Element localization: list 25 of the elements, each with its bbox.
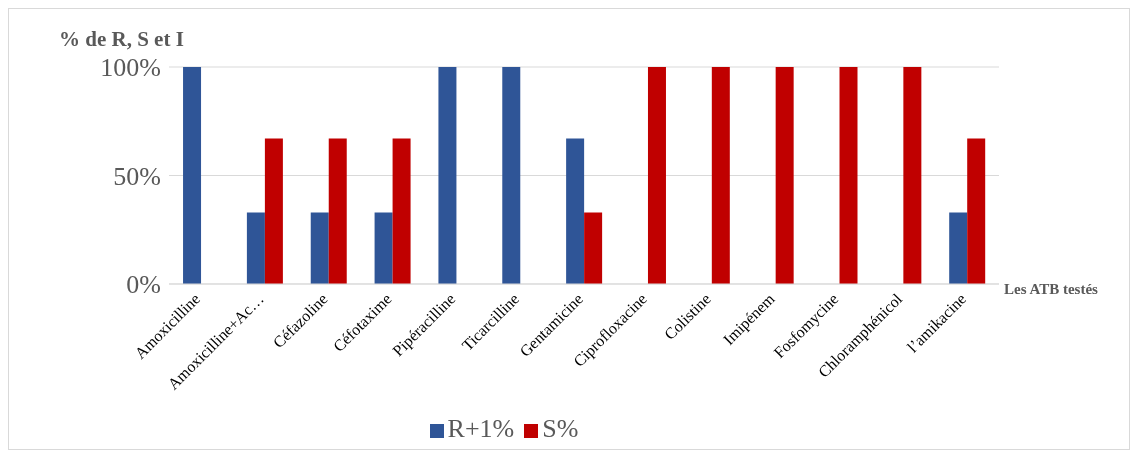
bar [775, 67, 794, 284]
bar [647, 67, 666, 284]
bar [392, 138, 411, 284]
legend-label: S% [542, 414, 579, 443]
bar [584, 212, 603, 284]
legend-label: R+1% [447, 414, 515, 443]
bar [183, 67, 202, 284]
y-tick-label: 100% [100, 53, 161, 83]
y-tick-label: 0% [126, 270, 161, 300]
y-tick-label: 50% [113, 161, 161, 191]
bar [839, 67, 858, 284]
bar [264, 138, 283, 284]
bar [502, 67, 521, 284]
bar [374, 212, 393, 284]
bar [310, 212, 329, 284]
bar [246, 212, 265, 284]
bar [328, 138, 347, 284]
bar [949, 212, 968, 284]
bar [967, 138, 986, 284]
bar [566, 138, 585, 284]
x-axis-title: Les ATB testés [1004, 281, 1098, 298]
y-axis-title: % de R, S et I [59, 27, 184, 52]
bar [903, 67, 922, 284]
bar [438, 67, 457, 284]
bar [711, 67, 730, 284]
